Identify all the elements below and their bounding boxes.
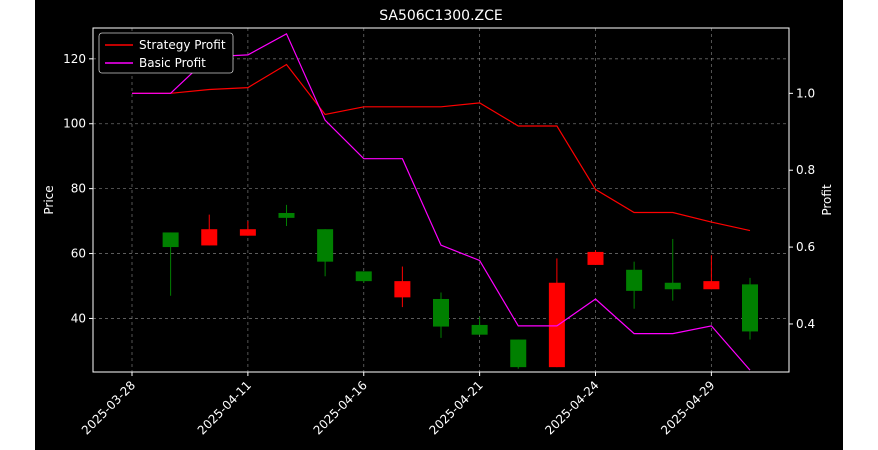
candle-body xyxy=(433,298,449,327)
legend-label: Strategy Profit xyxy=(139,38,226,52)
y-right-axis-label: Profit xyxy=(820,184,834,216)
y-right-tick-label: 0.6 xyxy=(796,240,815,254)
y-left-tick-label: 100 xyxy=(63,117,86,131)
basic-profit-line xyxy=(132,32,751,371)
candle-body xyxy=(201,229,218,246)
candle-body xyxy=(317,229,334,262)
y-right-tick-label: 1.0 xyxy=(796,86,815,100)
candle-body xyxy=(471,324,488,335)
candle-body xyxy=(510,339,527,368)
candle-body xyxy=(394,281,411,298)
candle-body xyxy=(548,282,565,368)
candle-body xyxy=(239,229,256,236)
x-tick-label: 2025-04-16 xyxy=(311,378,370,437)
y-right-tick-label: 0.8 xyxy=(796,163,815,177)
y-left-tick-label: 40 xyxy=(71,311,86,325)
x-tick-label: 2025-03-28 xyxy=(79,378,138,437)
y-left-axis-label: Price xyxy=(42,185,56,214)
candle-body xyxy=(355,271,372,282)
candle-body xyxy=(703,281,720,290)
candlestick-profit-chart: SA506C1300.ZCE 2025-03-28 2025-04-11 2025-0… xyxy=(42,8,834,437)
candle-body xyxy=(162,232,179,248)
candle-body xyxy=(664,282,681,290)
candle-body xyxy=(278,212,295,218)
x-tick-label: 2025-04-29 xyxy=(658,378,717,437)
candle-body xyxy=(587,251,604,265)
candle-body xyxy=(626,269,643,291)
y-left-tick-label: 120 xyxy=(63,52,86,66)
x-tick-label: 2025-04-21 xyxy=(427,378,486,437)
x-tick-label: 2025-04-24 xyxy=(542,378,601,437)
legend-label: Basic Profit xyxy=(139,56,206,70)
y-left-tick-label: 60 xyxy=(71,247,86,261)
plot-frame xyxy=(92,27,790,373)
strategy-profit-line xyxy=(132,63,751,232)
y-left-tick-label: 80 xyxy=(71,182,86,196)
chart-figure: SA506C1300.ZCE 2025-03-28 2025-04-11 2025-0… xyxy=(35,0,843,450)
y-right-tick-label: 0.4 xyxy=(796,317,815,331)
chart-title: SA506C1300.ZCE xyxy=(379,8,503,24)
x-tick-label: 2025-04-11 xyxy=(195,378,254,437)
legend: Strategy Profit Basic Profit xyxy=(98,32,234,74)
candle-body xyxy=(742,284,758,332)
